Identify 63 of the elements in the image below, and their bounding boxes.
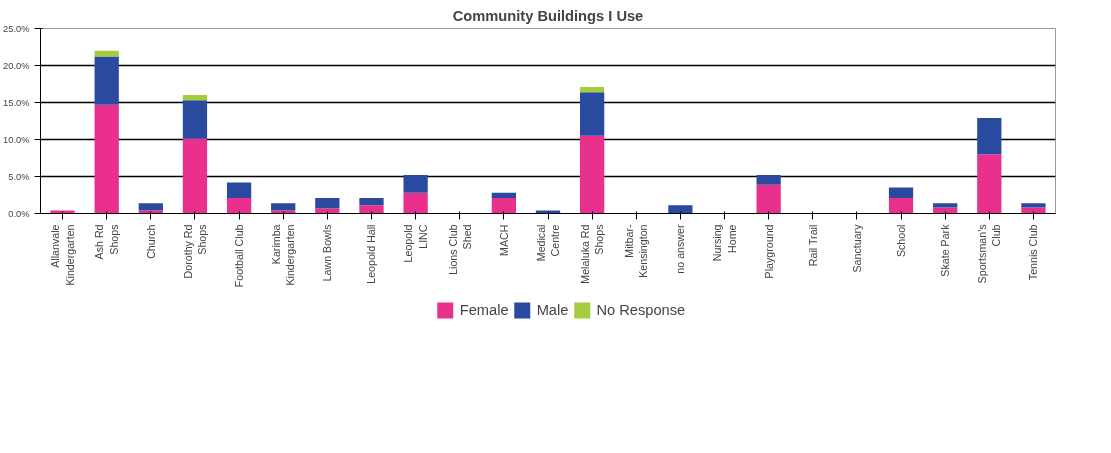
bar — [138, 203, 163, 211]
x-tick-label: Medical Centre — [534, 224, 562, 262]
y-tick-label: 15.0% — [3, 97, 30, 108]
x-tick-label: Mitbar- Kensington — [623, 224, 650, 278]
bar — [182, 100, 208, 139]
x-tick-label: Dorothy Rd Shops — [181, 224, 209, 279]
x-tick-label: Church — [144, 224, 157, 259]
x-tick-label: Sportsman's Club — [976, 224, 1003, 284]
y-tick-label: 25.0% — [3, 23, 30, 34]
legend-label: Female — [459, 302, 509, 318]
bar — [977, 118, 1002, 155]
bar — [359, 205, 384, 214]
x-tick-label: Melaluka Rd Shops — [578, 224, 606, 284]
x-tick-label: Sanctuary — [850, 223, 863, 273]
x-tick-label: Tennis Club — [1027, 224, 1040, 281]
x-tick-label: Nursing Home — [711, 224, 738, 262]
x-tick-label: Lawn Bowls — [321, 224, 334, 282]
y-tick-label: 20.0% — [3, 60, 30, 71]
x-tick-label: Football Club — [233, 224, 246, 288]
bar — [94, 56, 119, 105]
x-tick-label: Lions Club Shed — [446, 224, 473, 275]
bar — [491, 192, 517, 198]
x-tick-label: Playground — [762, 224, 775, 279]
x-tick-label: no answer — [674, 224, 687, 274]
bar — [933, 203, 958, 208]
bar — [403, 192, 428, 214]
bar — [579, 135, 605, 214]
legend-label: No Response — [596, 302, 686, 318]
bar — [271, 203, 296, 211]
bar — [182, 95, 208, 101]
bar — [94, 104, 119, 214]
x-tick-label: Allanvale Kindergarten — [49, 224, 76, 286]
chart-title: Community Buildings I Use — [452, 7, 644, 24]
bar — [1021, 203, 1046, 208]
bar — [668, 205, 693, 214]
bar — [94, 50, 119, 57]
bar — [403, 175, 428, 193]
x-tick-label: Leopold LINC — [402, 224, 429, 263]
bar — [756, 184, 781, 214]
bar — [756, 175, 781, 185]
y-tick-label: 0.0% — [8, 208, 30, 219]
x-tick-label: MACH — [497, 224, 510, 256]
bar — [182, 138, 208, 214]
bar — [491, 197, 517, 214]
bar — [315, 197, 340, 209]
bar — [315, 208, 340, 214]
bar — [226, 197, 252, 214]
bar — [226, 182, 252, 198]
legend-label: Male — [536, 302, 569, 318]
bar — [359, 197, 384, 206]
x-tick-label: Ash Rd Shops — [93, 224, 120, 260]
bar — [888, 197, 914, 214]
y-tick-label: 5.0% — [8, 171, 30, 182]
bar — [977, 154, 1002, 214]
bar — [579, 92, 605, 136]
y-tick-label: 10.0% — [3, 134, 30, 145]
bar — [888, 187, 914, 198]
x-tick-label: Karimba Kindergarten — [270, 224, 297, 286]
x-tick-label: Rail Trail — [806, 224, 819, 267]
bar — [579, 86, 605, 93]
x-tick-label: Leopold Hall — [365, 224, 378, 284]
x-tick-label: School — [895, 224, 908, 258]
x-tick-label: Skate Park — [939, 223, 952, 277]
